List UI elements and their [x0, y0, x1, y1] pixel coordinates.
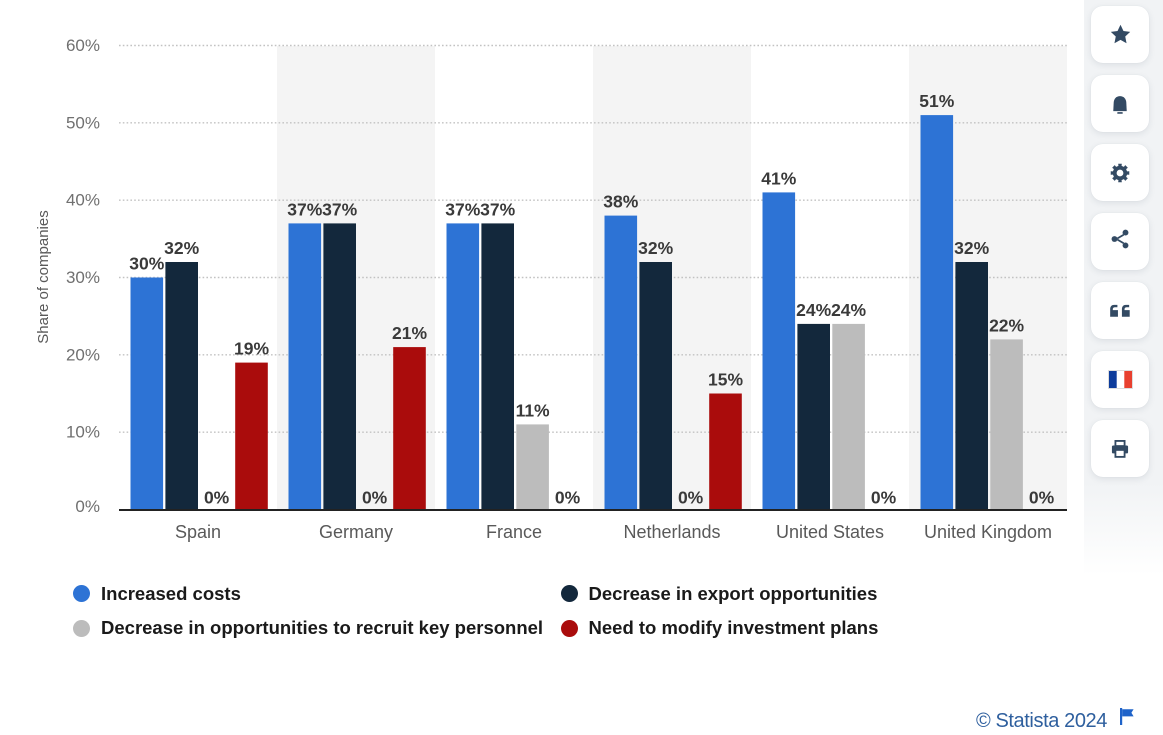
svg-text:24%: 24% — [831, 300, 866, 320]
svg-text:60%: 60% — [66, 36, 100, 55]
svg-text:0%: 0% — [1029, 488, 1055, 508]
svg-text:24%: 24% — [796, 300, 831, 320]
svg-text:10%: 10% — [66, 423, 100, 442]
svg-text:37%: 37% — [322, 199, 357, 219]
svg-text:51%: 51% — [919, 91, 954, 111]
svg-text:15%: 15% — [708, 370, 743, 390]
svg-text:Netherlands: Netherlands — [623, 522, 720, 542]
svg-text:40%: 40% — [66, 191, 100, 210]
svg-text:United Kingdom: United Kingdom — [924, 522, 1052, 542]
svg-text:United States: United States — [776, 522, 884, 542]
svg-text:37%: 37% — [445, 199, 480, 219]
svg-text:37%: 37% — [480, 199, 515, 219]
svg-text:0%: 0% — [871, 488, 897, 508]
svg-text:11%: 11% — [516, 400, 550, 420]
svg-text:37%: 37% — [287, 199, 322, 219]
svg-text:19%: 19% — [234, 339, 269, 359]
svg-text:38%: 38% — [603, 192, 638, 212]
svg-text:32%: 32% — [954, 238, 989, 258]
svg-text:20%: 20% — [66, 345, 100, 364]
svg-text:0%: 0% — [75, 497, 100, 516]
svg-text:0%: 0% — [678, 488, 704, 508]
svg-text:France: France — [486, 522, 542, 542]
svg-text:30%: 30% — [66, 268, 100, 287]
svg-text:21%: 21% — [392, 323, 427, 343]
svg-text:22%: 22% — [989, 315, 1024, 335]
svg-text:30%: 30% — [129, 254, 164, 274]
svg-text:41%: 41% — [761, 168, 796, 188]
svg-text:Share of companies: Share of companies — [35, 210, 52, 343]
svg-text:32%: 32% — [638, 238, 673, 258]
svg-text:Spain: Spain — [175, 522, 221, 542]
svg-text:0%: 0% — [555, 488, 581, 508]
svg-text:0%: 0% — [362, 488, 388, 508]
svg-text:32%: 32% — [164, 238, 199, 258]
svg-text:Germany: Germany — [319, 522, 393, 542]
svg-text:50%: 50% — [66, 113, 100, 132]
svg-text:0%: 0% — [204, 488, 230, 508]
